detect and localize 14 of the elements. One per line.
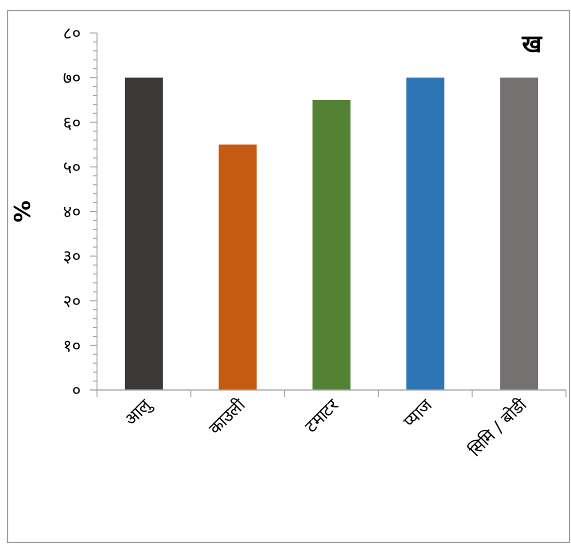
y-tick-label: २० <box>63 292 81 312</box>
y-tick-label: ५० <box>63 158 81 178</box>
chart-title: ख <box>521 30 543 58</box>
y-tick-label: ० <box>72 381 81 401</box>
x-tick-label: प्याज <box>400 395 437 432</box>
y-tick-label: ७० <box>63 68 81 89</box>
y-tick-label: ३० <box>63 247 81 268</box>
x-tick-label: आलु <box>120 394 156 430</box>
y-tick-label: १० <box>63 336 81 356</box>
y-axis-title: % <box>11 200 36 223</box>
y-tick-label: ६० <box>63 113 81 134</box>
y-tick-label: ४० <box>63 202 81 222</box>
y-tick-label: ८० <box>63 24 81 44</box>
x-tick-label: सिमि / बोडी <box>464 394 532 461</box>
